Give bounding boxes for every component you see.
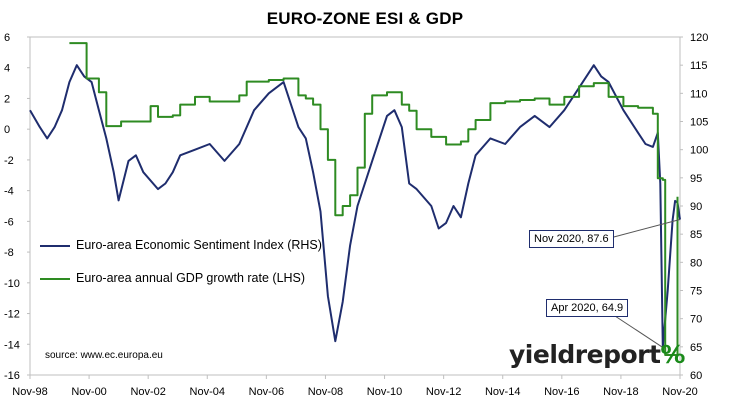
y-left-tick-label: -10 bbox=[4, 278, 20, 290]
x-tick-label: Nov-12 bbox=[426, 386, 461, 398]
x-tick-label: Nov-18 bbox=[603, 386, 638, 398]
annotation-leader-nov-2020 bbox=[609, 219, 681, 239]
y-right-tick-label: 105 bbox=[690, 117, 708, 129]
y-right-tick-label: 115 bbox=[690, 60, 708, 72]
x-tick-label: Nov-98 bbox=[12, 386, 47, 398]
legend-item-gdp: Euro-area annual GDP growth rate (LHS) bbox=[40, 271, 305, 285]
source-note: source: www.ec.europa.eu bbox=[45, 350, 163, 361]
legend-item-esi: Euro-area Economic Sentiment Index (RHS) bbox=[40, 238, 322, 252]
y-left-tick-label: -6 bbox=[4, 216, 14, 228]
yieldreport-logo: yieldreport% bbox=[509, 340, 685, 369]
y-left-tick-label: -12 bbox=[4, 309, 20, 321]
y-right-tick-label: 90 bbox=[690, 201, 702, 213]
y-right-tick-label: 70 bbox=[690, 314, 702, 326]
y-left-tick-label: 2 bbox=[4, 93, 10, 105]
x-tick-label: Nov-00 bbox=[71, 386, 106, 398]
y-right-tick-label: 65 bbox=[690, 342, 702, 354]
x-tick-label: Nov-10 bbox=[367, 386, 402, 398]
gdp-series-line bbox=[69, 42, 679, 356]
x-tick-label: Nov-02 bbox=[130, 386, 165, 398]
annotation-nov-2020: Nov 2020, 87.6 bbox=[529, 230, 614, 248]
legend-swatch-esi bbox=[40, 244, 70, 247]
legend-swatch-gdp bbox=[40, 277, 70, 280]
x-tick-label: Nov-04 bbox=[190, 386, 225, 398]
legend-label-esi: Euro-area Economic Sentiment Index (RHS) bbox=[76, 238, 322, 252]
y-left-tick-label: -14 bbox=[4, 339, 20, 351]
x-tick-label: Nov-20 bbox=[662, 386, 697, 398]
chart-title: EURO-ZONE ESI & GDP bbox=[266, 9, 464, 28]
y-left-tick-label: -4 bbox=[4, 186, 14, 198]
annotation-apr-2020: Apr 2020, 64.9 bbox=[546, 299, 629, 317]
x-tick-label: Nov-16 bbox=[544, 386, 579, 398]
y-right-tick-label: 120 bbox=[690, 32, 708, 44]
y-right-tick-label: 85 bbox=[690, 229, 702, 241]
annotation-leader-apr-2020 bbox=[614, 315, 664, 348]
y-right-tick-label: 110 bbox=[690, 88, 708, 100]
esi-series-line bbox=[29, 64, 681, 349]
y-left-tick-label: -8 bbox=[4, 247, 14, 259]
y-left-tick-label: -16 bbox=[4, 370, 20, 382]
y-right-tick-label: 60 bbox=[690, 370, 702, 382]
y-left-tick-label: 4 bbox=[4, 63, 10, 75]
y-left-tick-label: 0 bbox=[4, 124, 10, 136]
x-tick-label: Nov-14 bbox=[485, 386, 520, 398]
y-right-tick-label: 75 bbox=[690, 286, 702, 298]
y-left-tick-label: -2 bbox=[4, 155, 14, 167]
legend-label-gdp: Euro-area annual GDP growth rate (LHS) bbox=[76, 271, 306, 285]
y-right-tick-label: 95 bbox=[690, 173, 702, 185]
logo-percent-icon: % bbox=[660, 340, 685, 369]
y-right-tick-label: 100 bbox=[690, 145, 708, 157]
y-right-tick-label: 80 bbox=[690, 257, 702, 269]
plot-frame bbox=[29, 36, 681, 376]
logo-text: yieldreport bbox=[509, 340, 661, 369]
x-tick-label: Nov-08 bbox=[308, 386, 343, 398]
y-left-tick-label: 6 bbox=[4, 32, 10, 44]
x-tick-label: Nov-06 bbox=[249, 386, 284, 398]
